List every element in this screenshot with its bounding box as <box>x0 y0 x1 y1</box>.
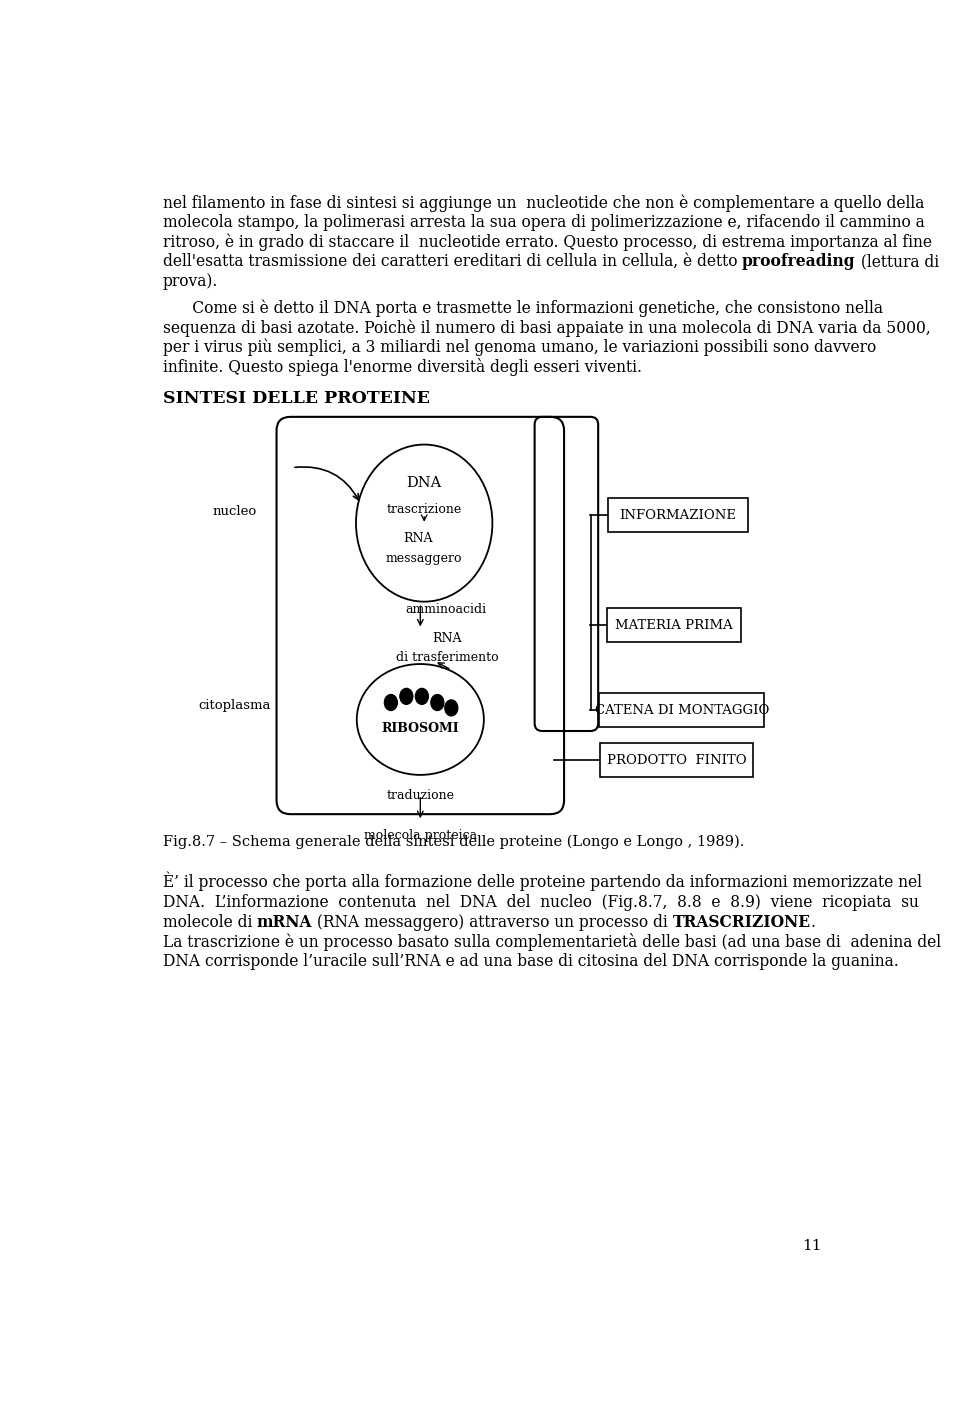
Text: Fig.8.7 – Schema generale della sintesi delle proteine (Longo e Longo , 1989).: Fig.8.7 – Schema generale della sintesi … <box>162 835 744 849</box>
Text: trascrizione: trascrizione <box>387 502 462 515</box>
Text: proofreading: proofreading <box>742 253 855 270</box>
Text: CATENA DI MONTAGGIO: CATENA DI MONTAGGIO <box>594 704 769 716</box>
Text: traduzione: traduzione <box>386 789 454 802</box>
Ellipse shape <box>384 695 397 711</box>
Text: 11: 11 <box>802 1239 822 1253</box>
Ellipse shape <box>356 445 492 602</box>
Text: .: . <box>811 913 816 930</box>
Text: La trascrizione è un processo basato sulla complementarietà delle basi (ad una b: La trascrizione è un processo basato sul… <box>162 933 941 952</box>
Text: sequenza di basi azotate. Poichè il numero di basi appaiate in una molecola di D: sequenza di basi azotate. Poichè il nume… <box>162 320 930 337</box>
Text: messaggero: messaggero <box>386 552 463 565</box>
Text: SINTESI DELLE PROTEINE: SINTESI DELLE PROTEINE <box>162 390 429 407</box>
Text: RNA: RNA <box>403 532 433 545</box>
Text: nucleo: nucleo <box>212 505 257 518</box>
Text: nel filamento in fase di sintesi si aggiunge un  nucleotide che non è complement: nel filamento in fase di sintesi si aggi… <box>162 194 924 211</box>
Text: molecola stampo, la polimerasi arresta la sua opera di polimerizzazione e, rifac: molecola stampo, la polimerasi arresta l… <box>162 214 924 231</box>
Text: mRNA: mRNA <box>257 913 312 930</box>
Text: citoplasma: citoplasma <box>199 699 271 712</box>
Text: molecole di: molecole di <box>162 913 257 930</box>
Text: (lettura di: (lettura di <box>855 253 939 270</box>
FancyBboxPatch shape <box>600 743 754 778</box>
Text: molecola proteica: molecola proteica <box>364 829 477 842</box>
Text: ’ il processo che porta alla formazione delle proteine partendo da informazioni : ’ il processo che porta alla formazione … <box>174 875 922 892</box>
Text: INFORMAZIONE: INFORMAZIONE <box>619 509 736 522</box>
FancyBboxPatch shape <box>607 608 741 642</box>
Text: prova).: prova). <box>162 273 218 290</box>
FancyBboxPatch shape <box>599 694 764 728</box>
Text: dell'esatta trasmissione dei caratteri ereditari di cellula in cellula, è detto: dell'esatta trasmissione dei caratteri e… <box>162 253 742 270</box>
Text: Come si è detto il DNA porta e trasmette le informazioni genetiche, che consisto: Come si è detto il DNA porta e trasmette… <box>162 300 882 317</box>
Text: DNA: DNA <box>407 477 442 489</box>
Ellipse shape <box>431 695 444 711</box>
Ellipse shape <box>444 699 458 716</box>
FancyBboxPatch shape <box>276 417 564 815</box>
FancyBboxPatch shape <box>609 498 748 532</box>
Text: MATERIA PRIMA: MATERIA PRIMA <box>615 619 733 632</box>
Text: TRASCRIZIONE: TRASCRIZIONE <box>673 913 811 930</box>
Text: infinite. Questo spiega l'enorme diversità degli esseri viventi.: infinite. Questo spiega l'enorme diversi… <box>162 358 641 377</box>
Ellipse shape <box>416 688 428 705</box>
Text: RNA: RNA <box>433 632 462 645</box>
Text: DNA corrisponde l’uracile sull’RNA e ad una base di citosina del DNA corrisponde: DNA corrisponde l’uracile sull’RNA e ad … <box>162 953 899 970</box>
Text: È: È <box>162 875 174 892</box>
Text: amminoacidi: amminoacidi <box>405 604 487 616</box>
Text: (RNA messaggero) attraverso un processo di: (RNA messaggero) attraverso un processo … <box>312 913 673 930</box>
Ellipse shape <box>399 688 413 705</box>
Text: DNA.  L’informazione  contenuta  nel  DNA  del  nucleo  (Fig.8.7,  8.8  e  8.9) : DNA. L’informazione contenuta nel DNA de… <box>162 893 919 910</box>
Text: per i virus più semplici, a 3 miliardi nel genoma umano, le variazioni possibili: per i virus più semplici, a 3 miliardi n… <box>162 338 876 357</box>
Text: PRODOTTO  FINITO: PRODOTTO FINITO <box>607 753 746 766</box>
Text: ritroso, è in grado di staccare il  nucleotide errato. Questo processo, di estre: ritroso, è in grado di staccare il nucle… <box>162 234 931 251</box>
Ellipse shape <box>357 664 484 775</box>
Text: RIBOSOMI: RIBOSOMI <box>381 722 459 735</box>
Text: di trasferimento: di trasferimento <box>396 651 499 664</box>
